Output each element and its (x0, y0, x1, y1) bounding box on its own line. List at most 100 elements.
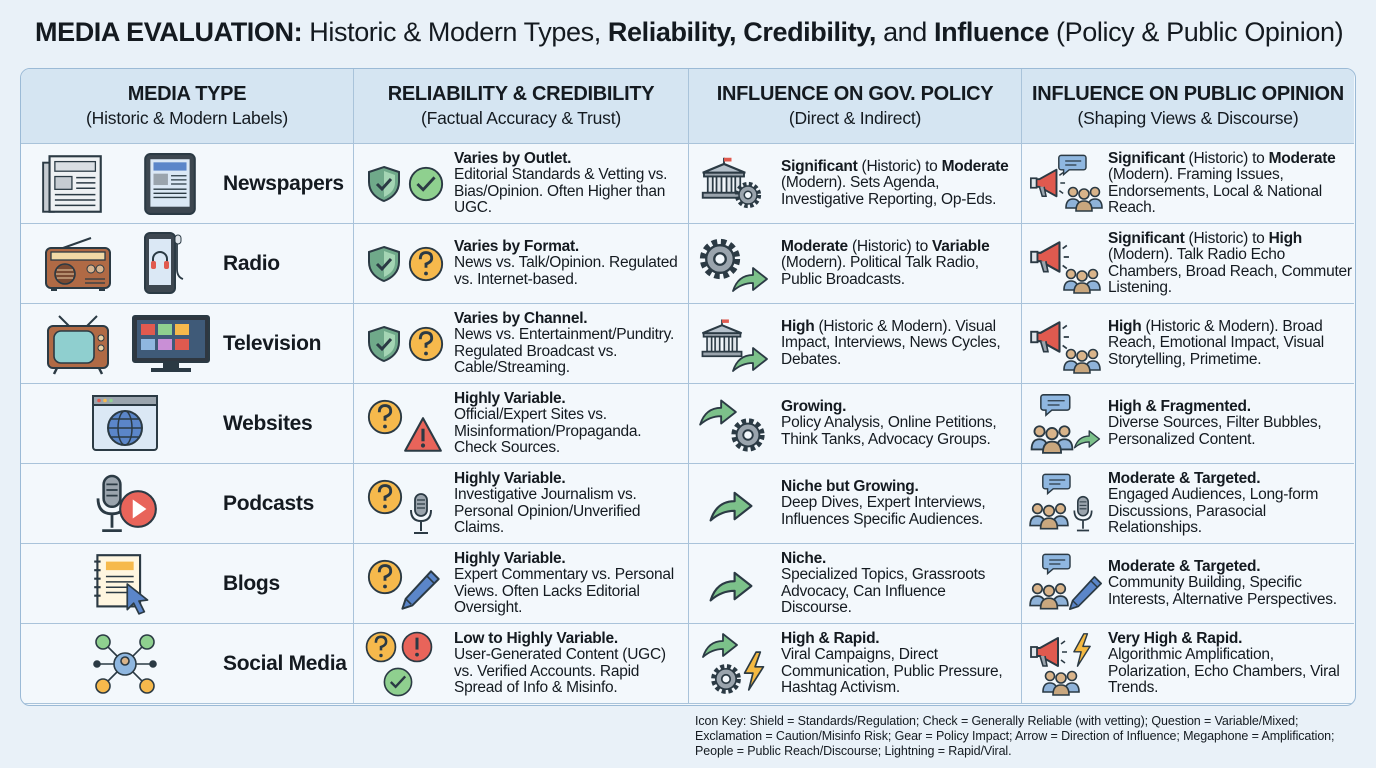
text-run: Influence (934, 17, 1049, 47)
media-icons (46, 314, 210, 376)
header-title: RELIABILITY & CREDIBILITY (387, 83, 655, 105)
text-run: MEDIA EVALUATION: (35, 17, 303, 47)
cell-icons (367, 398, 443, 452)
media-cell: Podcasts (21, 464, 354, 544)
arrow-icon (732, 266, 768, 292)
text-run: Engaged Audiences, Long-form Discussions… (1108, 486, 1319, 536)
media-icons (93, 634, 157, 694)
text-run: (Modern). Political Talk Radio, Public B… (781, 254, 979, 288)
people-icon (1029, 582, 1069, 610)
megaphone-icon (1030, 320, 1070, 353)
microphone-icon (410, 492, 432, 534)
warning-icon (403, 416, 443, 452)
text-run: Viral Campaigns, Direct Communication, P… (781, 646, 1003, 696)
people-icon (1042, 670, 1080, 696)
reliability-cell: Low to Highly Variable. User-Generated C… (354, 624, 689, 704)
social-network-icon (93, 634, 157, 694)
chat-icon (1040, 393, 1071, 416)
media-icons (42, 153, 196, 215)
arrow-icon (702, 632, 738, 658)
people-icon (1065, 186, 1103, 212)
text-run: Varies by Channel. (454, 309, 588, 327)
text-run: and (875, 17, 935, 47)
policy-cell: Significant (Historic) to Moderate (Mode… (689, 144, 1022, 224)
header-title: MEDIA TYPE (127, 83, 247, 105)
cell-icons (689, 224, 768, 292)
header-cell: MEDIA TYPE (Historic & Modern Labels) (21, 69, 354, 144)
media-cell: Television (21, 304, 354, 384)
cell-text: Significant (Historic) to Moderate (Mode… (781, 158, 1021, 209)
gear-icon (704, 242, 736, 274)
cell-icons (1030, 632, 1091, 696)
website-icon (92, 395, 158, 451)
text-run: High (1108, 317, 1142, 335)
reliability-cell: Varies by Channel. News vs. Entertainmen… (354, 304, 689, 384)
header-cell: INFLUENCE ON GOV. POLICY (Direct & Indire… (689, 69, 1022, 144)
phone-icon (144, 232, 184, 294)
text-run: (Historic) to (1184, 229, 1269, 247)
reliability-cell: Varies by Outlet. Editorial Standards & … (354, 144, 689, 224)
arrow-icon (709, 491, 753, 521)
text-run: (Historic & Modern). Broad Reach, Emotio… (1108, 317, 1324, 368)
smart-tv-icon (132, 315, 210, 373)
header-subtitle: (Direct & Indirect) (788, 108, 922, 128)
text-run: Editorial Standards & Vetting vs. Bias/O… (454, 166, 668, 216)
media-name: Newspapers (223, 171, 344, 195)
media-cell: Radio (21, 224, 354, 304)
cell-icons (699, 398, 781, 464)
header-title: INFLUENCE ON PUBLIC OPINION (1032, 83, 1344, 105)
text-run: Moderate & Targeted. (1108, 557, 1261, 575)
lightning-icon (1073, 632, 1091, 667)
text-run: Reliability, Credibility, (607, 17, 876, 47)
text-run: Moderate & Targeted. (1108, 469, 1261, 487)
cell-text: High (Historic & Modern). Broad Reach, E… (1108, 317, 1354, 369)
gear-icon (735, 421, 762, 448)
text-run: High & Rapid. (781, 629, 880, 647)
cell-text: Varies by Outlet. Editorial Standards & … (454, 149, 688, 217)
media-table: MEDIA TYPE (Historic & Modern Labels) REL… (20, 68, 1356, 706)
header-title: INFLUENCE ON GOV. POLICY (716, 83, 994, 105)
microphone-icon (1073, 495, 1093, 531)
text-run: High (781, 317, 815, 335)
text-run: Variable (932, 237, 990, 255)
media-cell: Blogs (21, 544, 354, 624)
text-run: News vs. Talk/Opinion. Regulated vs. Int… (454, 254, 678, 288)
cell-text: Niche but Growing. Deep Dives, Expert In… (781, 478, 1021, 529)
text-run: Varies by Outlet. (454, 149, 572, 167)
media-icons (93, 554, 149, 615)
policy-cell: High & Rapid. Viral Campaigns, Direct Co… (689, 624, 1022, 704)
cell-icons (1029, 154, 1103, 212)
text-run: Highly Variable. (454, 389, 566, 407)
people-icon (1029, 502, 1069, 530)
cell-text: Highly Variable. Investigative Journalis… (454, 470, 688, 537)
cell-text: Varies by Channel. News vs. Entertainmen… (454, 309, 688, 377)
shield-icon (367, 245, 401, 282)
media-cell: Social Media (21, 624, 354, 704)
cell-icons (1029, 473, 1093, 531)
text-run: Growing. (781, 397, 847, 415)
pencil-icon (1068, 575, 1103, 610)
lightning-icon (743, 650, 765, 691)
text-run: User-Generated Content (UGC) vs. Verifie… (454, 646, 666, 696)
cell-icons (365, 630, 433, 697)
government-icon (701, 317, 743, 357)
text-run: (Historic) to (1184, 149, 1269, 167)
text-run: (Modern). Sets Agenda, Investigative Rep… (781, 174, 997, 208)
chat-icon (1042, 553, 1071, 574)
cell-icons (367, 325, 444, 362)
gear-icon (714, 667, 738, 691)
cell-icons (709, 491, 753, 521)
media-name: Television (223, 331, 322, 355)
opinion-cell: Moderate & Targeted. Engaged Audiences, … (1022, 464, 1354, 544)
cell-icons (367, 478, 432, 534)
television-icon (46, 314, 110, 376)
cell-icons (367, 245, 444, 282)
text-run: Low to Highly Variable. (454, 629, 618, 647)
people-icon (1063, 268, 1101, 294)
question-icon (367, 398, 403, 435)
cell-text: Highly Variable. Expert Commentary vs. P… (454, 550, 688, 617)
text-run: Moderate (781, 237, 848, 255)
arrow-icon (1073, 429, 1101, 448)
cell-text: Significant (Historic) to High (Modern).… (1108, 229, 1354, 297)
